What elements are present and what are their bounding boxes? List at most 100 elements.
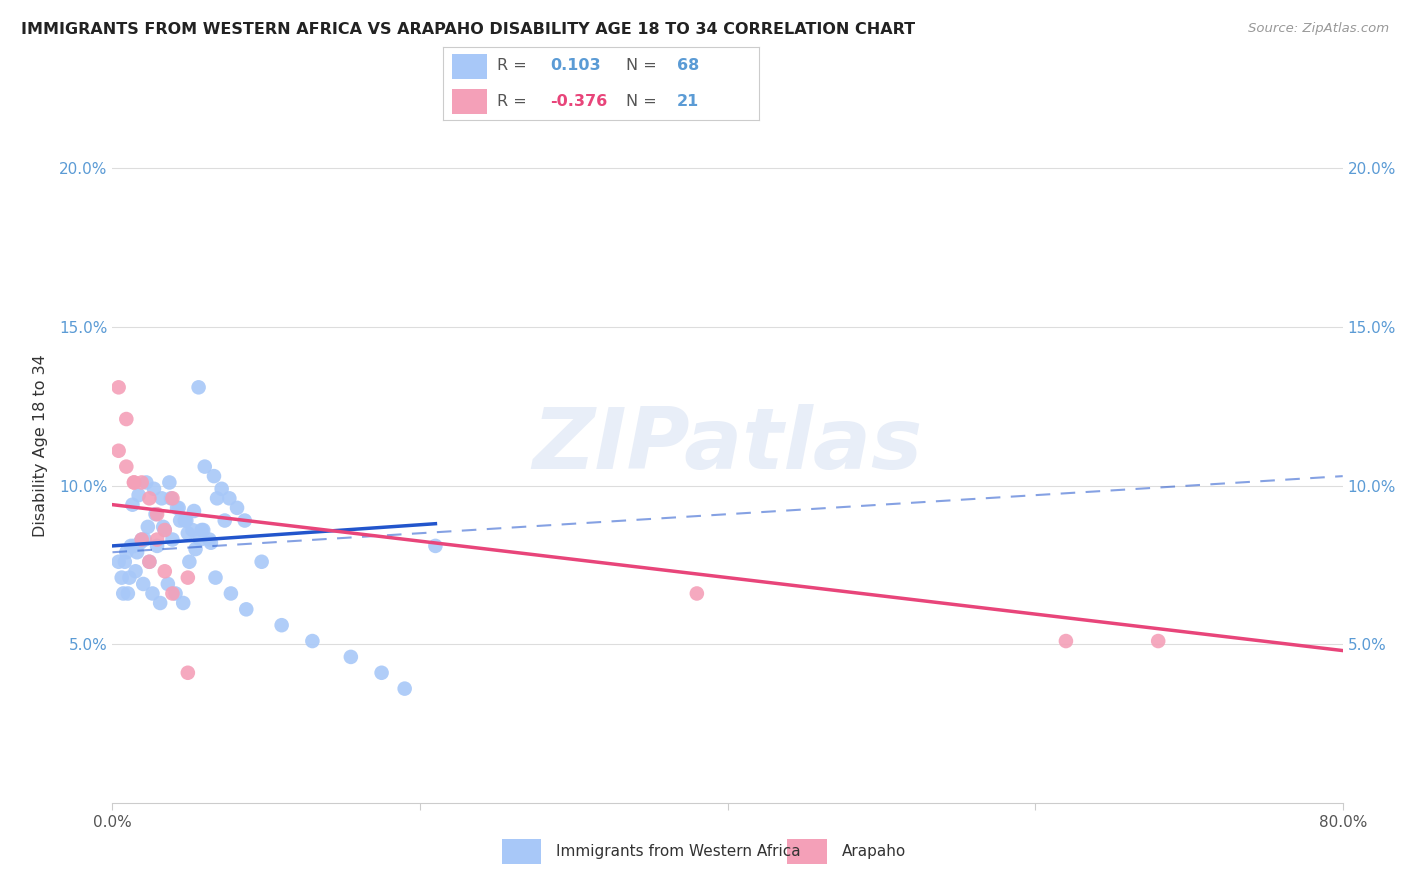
Point <box>156 577 179 591</box>
Point <box>226 500 249 515</box>
Point <box>202 469 225 483</box>
Point <box>183 504 205 518</box>
Point <box>131 533 153 547</box>
Text: R =: R = <box>496 59 531 73</box>
Text: N =: N = <box>627 95 662 109</box>
Point <box>114 555 136 569</box>
Point <box>193 523 215 537</box>
Text: 0.103: 0.103 <box>550 59 602 73</box>
Point <box>141 586 163 600</box>
Text: 21: 21 <box>678 95 699 109</box>
Point <box>162 586 184 600</box>
Text: 68: 68 <box>678 59 699 73</box>
Point <box>122 539 145 553</box>
Point <box>190 523 212 537</box>
Bar <box>502 839 541 864</box>
Point <box>177 526 200 541</box>
Point <box>107 380 129 394</box>
Point <box>153 564 176 578</box>
Point <box>204 571 226 585</box>
Point <box>198 533 221 547</box>
Point <box>129 535 152 549</box>
Point <box>146 539 169 553</box>
Point <box>173 514 195 528</box>
Point <box>250 555 273 569</box>
Point <box>138 491 160 506</box>
Point <box>188 533 211 547</box>
Point <box>370 665 392 680</box>
Point <box>127 545 149 559</box>
Point <box>153 523 176 537</box>
Point <box>214 514 236 528</box>
Bar <box>453 89 486 114</box>
Point <box>160 491 183 506</box>
Point <box>1147 634 1170 648</box>
Point <box>162 533 184 547</box>
Point <box>115 545 138 559</box>
Point <box>124 564 146 578</box>
Point <box>121 498 143 512</box>
Point <box>146 533 169 547</box>
Point <box>179 555 201 569</box>
Point <box>219 586 242 600</box>
Point <box>181 523 204 537</box>
Point <box>153 523 176 537</box>
Point <box>174 514 197 528</box>
Point <box>112 586 135 600</box>
Point <box>150 491 173 506</box>
Y-axis label: Disability Age 18 to 34: Disability Age 18 to 34 <box>34 355 48 537</box>
Point <box>145 507 167 521</box>
Point <box>143 482 166 496</box>
Point <box>134 533 156 547</box>
Point <box>235 602 257 616</box>
Text: Arapaho: Arapaho <box>841 845 905 859</box>
Point <box>135 475 157 490</box>
Text: -0.376: -0.376 <box>550 95 607 109</box>
Point <box>120 539 142 553</box>
Bar <box>453 54 486 78</box>
Point <box>146 507 169 521</box>
Point <box>177 665 200 680</box>
Text: Immigrants from Western Africa: Immigrants from Western Africa <box>557 845 800 859</box>
Point <box>115 412 138 426</box>
Point <box>233 514 256 528</box>
Point <box>340 649 363 664</box>
Point <box>167 500 190 515</box>
Point <box>165 586 187 600</box>
Point <box>686 586 709 600</box>
Point <box>122 475 145 490</box>
Point <box>138 555 160 569</box>
Point <box>425 539 447 553</box>
Point <box>138 555 160 569</box>
Point <box>111 571 134 585</box>
Point <box>118 571 141 585</box>
Point <box>169 514 191 528</box>
Point <box>184 542 207 557</box>
Point <box>107 443 129 458</box>
Point <box>131 475 153 490</box>
Point <box>115 459 138 474</box>
Point <box>218 491 240 506</box>
Text: Source: ZipAtlas.com: Source: ZipAtlas.com <box>1249 22 1389 36</box>
Point <box>166 500 188 515</box>
Point <box>128 488 150 502</box>
Point <box>149 596 172 610</box>
Point <box>122 475 145 490</box>
Point <box>117 586 139 600</box>
Bar <box>787 839 827 864</box>
Point <box>211 482 233 496</box>
Point <box>152 520 174 534</box>
Point <box>132 577 155 591</box>
Point <box>157 475 180 490</box>
Point <box>177 571 200 585</box>
Text: N =: N = <box>627 59 662 73</box>
Point <box>200 535 222 549</box>
Point <box>107 555 129 569</box>
Point <box>162 491 184 506</box>
Point <box>194 459 217 474</box>
Point <box>301 634 323 648</box>
Point <box>187 380 209 394</box>
Point <box>205 491 228 506</box>
Point <box>136 520 159 534</box>
Point <box>270 618 292 632</box>
